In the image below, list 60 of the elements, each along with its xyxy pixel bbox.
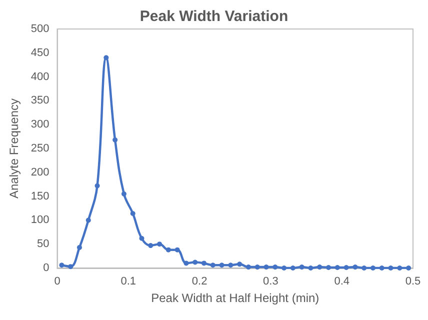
x-tick-label: 0.5 bbox=[405, 276, 421, 288]
x-axis-title: Peak Width at Half Height (min) bbox=[151, 290, 320, 305]
x-tick-label: 0 bbox=[54, 276, 60, 288]
y-tick-label: 100 bbox=[30, 214, 50, 226]
point bbox=[184, 260, 189, 266]
point bbox=[174, 247, 180, 252]
y-tick-label: 150 bbox=[30, 190, 50, 202]
x-tick-label: 0.4 bbox=[334, 276, 350, 288]
point bbox=[166, 247, 171, 252]
x-tick-label: 0.1 bbox=[120, 276, 136, 288]
point bbox=[112, 137, 118, 142]
point bbox=[210, 262, 216, 268]
point bbox=[397, 266, 402, 270]
point bbox=[148, 243, 154, 248]
point bbox=[264, 264, 269, 270]
point bbox=[157, 242, 162, 247]
point bbox=[237, 262, 242, 267]
point bbox=[326, 265, 332, 270]
x-tick-label: 0.3 bbox=[263, 276, 278, 288]
point bbox=[272, 264, 278, 270]
x-tick-label: 0.2 bbox=[192, 276, 208, 288]
point bbox=[228, 262, 234, 268]
point bbox=[254, 264, 260, 270]
point bbox=[219, 262, 224, 268]
y-tick-label: 0 bbox=[43, 262, 50, 274]
point bbox=[308, 266, 314, 270]
point bbox=[388, 266, 394, 270]
y-tick-label: 250 bbox=[30, 142, 50, 154]
point bbox=[139, 236, 144, 241]
point bbox=[406, 266, 412, 270]
point bbox=[246, 264, 251, 270]
point bbox=[344, 265, 349, 270]
point bbox=[192, 260, 198, 265]
point bbox=[317, 264, 322, 270]
point bbox=[290, 266, 296, 270]
point bbox=[76, 244, 82, 250]
y-tick-label: 350 bbox=[30, 94, 50, 107]
point bbox=[68, 264, 74, 270]
point bbox=[86, 218, 91, 223]
point bbox=[334, 265, 340, 270]
y-tick-label: 450 bbox=[30, 46, 50, 59]
y-tick-label: 400 bbox=[30, 70, 50, 83]
point bbox=[202, 260, 206, 266]
point bbox=[94, 183, 100, 188]
point bbox=[59, 262, 64, 268]
y-tick-label: 200 bbox=[30, 166, 50, 178]
point bbox=[121, 191, 126, 196]
y-tick-label: 300 bbox=[30, 118, 50, 131]
point bbox=[362, 266, 367, 270]
point bbox=[282, 266, 287, 270]
point bbox=[352, 264, 358, 270]
point bbox=[104, 55, 109, 60]
y-axis-title: Analyte Frequency bbox=[7, 98, 21, 199]
point bbox=[379, 266, 384, 270]
point bbox=[299, 264, 304, 270]
point bbox=[370, 266, 376, 270]
point bbox=[130, 211, 136, 216]
y-tick-label: 500 bbox=[30, 23, 50, 35]
chart-title: Peak Width Variation bbox=[140, 8, 288, 25]
y-tick-label: 50 bbox=[37, 238, 50, 250]
